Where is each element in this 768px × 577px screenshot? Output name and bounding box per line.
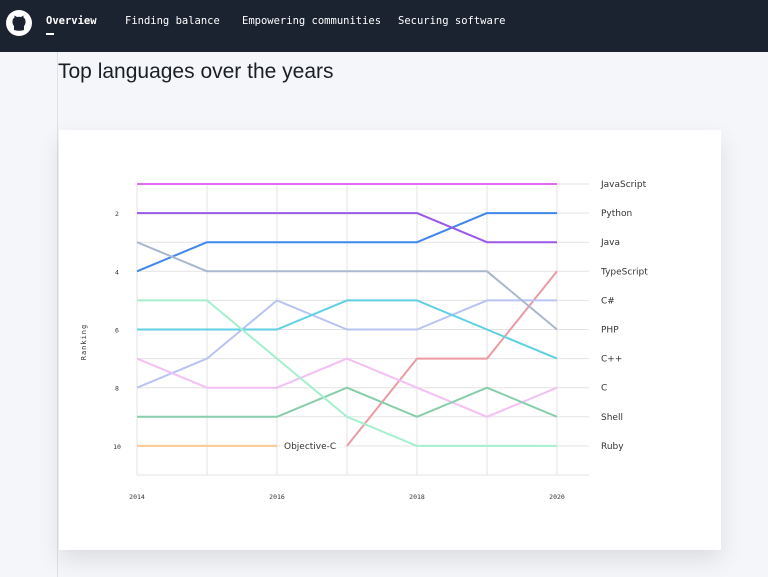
x-tick-label: 2018 <box>409 493 425 501</box>
nav-tab-overview[interactable]: Overview <box>46 15 97 27</box>
series-label-c: C <box>601 384 607 394</box>
series-line-ruby <box>137 299 557 447</box>
series-line-php <box>136 241 558 331</box>
series-label-python: Python <box>601 209 632 219</box>
nav-tab-empowering-communities[interactable]: Empowering communities <box>242 15 382 27</box>
y-tick-label: 10 <box>113 443 121 451</box>
y-tick-label: 4 <box>115 268 119 276</box>
github-icon[interactable] <box>5 9 33 37</box>
series-line-c <box>136 357 558 418</box>
series-label-javascript: JavaScript <box>600 180 647 190</box>
page-title: Top languages over the years <box>58 60 334 83</box>
language-ranking-chart: JavaScript Python Java TypeScript C# PHP C++ C S… <box>80 180 648 501</box>
nav-tab-securing-software[interactable]: Securing software <box>398 15 506 27</box>
series-line-c <box>137 299 558 360</box>
series-label-php: PHP <box>601 326 619 336</box>
y-axis-label: Ranking <box>80 324 88 361</box>
chart-card: JavaScript Python Java TypeScript C# PHP C++ C S… <box>59 130 721 550</box>
chart-series-lines <box>136 183 558 447</box>
series-label-objective-c: Objective-C <box>284 442 336 452</box>
series-line-python <box>136 212 557 273</box>
x-tick-label: 2020 <box>549 493 565 501</box>
series-label-java: Java <box>600 238 620 248</box>
series-label-shell: Shell <box>601 413 623 423</box>
series-label-c: C++ <box>601 355 622 365</box>
y-tick-label: 2 <box>115 210 119 218</box>
series-line-java <box>137 212 557 244</box>
x-tick-label: 2014 <box>129 493 145 501</box>
y-tick-label: 8 <box>115 385 119 393</box>
nav-tab-finding-balance[interactable]: Finding balance <box>125 15 220 27</box>
x-tick-label: 2016 <box>269 493 285 501</box>
series-line-shell <box>137 386 558 418</box>
y-tick-label: 6 <box>115 327 119 335</box>
series-label-ruby: Ruby <box>601 442 624 452</box>
series-label-typescript: TypeScript <box>600 267 648 277</box>
series-label-background <box>280 438 344 453</box>
series-label-c: C# <box>601 296 615 306</box>
chart-series-labels: JavaScript Python Java TypeScript C# PHP C++ C S… <box>280 180 648 453</box>
top-navigation-bar: Overview Finding balance Empowering comm… <box>0 0 768 52</box>
page-left-rule <box>57 52 58 577</box>
series-line-c <box>136 299 557 389</box>
chart-tick-labels: 2 4 6 8 10 2014 2016 2018 2020 <box>113 210 565 501</box>
active-tab-indicator <box>46 33 54 35</box>
